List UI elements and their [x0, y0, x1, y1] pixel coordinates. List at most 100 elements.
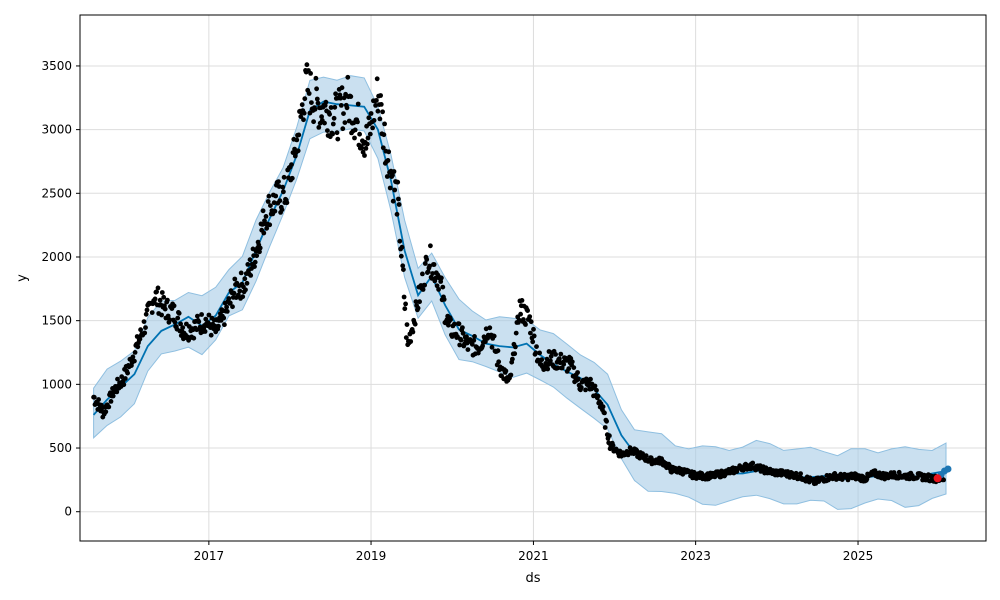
observed-point	[292, 153, 298, 159]
observed-point	[525, 308, 530, 313]
observed-point	[561, 361, 567, 367]
observed-point	[366, 115, 372, 121]
observed-point	[422, 282, 427, 288]
observed-point	[314, 96, 320, 102]
observed-point	[434, 283, 440, 289]
observed-point	[165, 313, 171, 319]
observed-point	[298, 114, 304, 119]
x-tick-label: 2017	[194, 549, 225, 563]
observed-point	[452, 321, 457, 327]
observed-point	[793, 470, 799, 476]
observed-point	[176, 310, 182, 316]
observed-point	[430, 271, 435, 276]
observed-point	[165, 297, 170, 303]
y-tick-label: 0	[64, 505, 72, 519]
observed-point	[161, 294, 167, 300]
observed-point	[289, 175, 295, 181]
observed-point	[311, 119, 316, 125]
uncertainty-interval	[93, 75, 947, 510]
observed-point	[143, 311, 149, 317]
observed-point	[396, 202, 402, 207]
y-tick-label: 2500	[41, 186, 72, 200]
observed-point	[257, 245, 263, 251]
observed-point	[277, 198, 283, 204]
observed-point	[348, 94, 354, 99]
observed-point	[91, 394, 97, 400]
observed-point	[314, 86, 319, 92]
observed-point	[534, 344, 539, 349]
observed-point	[378, 93, 383, 98]
observed-point	[231, 290, 237, 296]
observed-point	[595, 393, 601, 399]
observed-point	[279, 207, 285, 213]
y-tick-label: 2000	[41, 250, 72, 264]
observed-point	[224, 304, 230, 310]
observed-point	[422, 261, 428, 266]
observed-point	[196, 319, 202, 325]
observed-point	[519, 298, 525, 303]
observed-point	[206, 312, 212, 318]
observed-point	[553, 352, 558, 357]
observed-point	[483, 326, 489, 332]
observed-point	[539, 357, 545, 363]
observed-point	[154, 289, 160, 295]
observed-point	[386, 149, 392, 155]
observed-point	[248, 273, 254, 278]
y-tick-label: 1000	[41, 377, 72, 391]
observed-point	[338, 95, 343, 101]
observed-point	[342, 120, 348, 125]
observed-point	[368, 111, 374, 116]
observed-point	[230, 304, 235, 310]
observed-point	[588, 376, 593, 382]
observed-point	[559, 365, 565, 371]
observed-point	[224, 309, 230, 314]
y-tick-label: 3000	[41, 123, 72, 137]
observed-point	[114, 389, 120, 395]
observed-point	[257, 249, 262, 255]
observed-point	[295, 148, 301, 154]
observed-point	[316, 125, 322, 130]
observed-point	[604, 418, 609, 424]
observed-point	[413, 299, 419, 304]
observed-point	[527, 314, 533, 319]
observed-point	[144, 307, 150, 313]
observed-point	[491, 333, 497, 339]
observed-point	[172, 319, 178, 325]
observed-point	[487, 325, 493, 331]
observed-point	[375, 108, 381, 114]
observed-point	[402, 306, 408, 312]
observed-point	[531, 333, 537, 339]
observed-point	[512, 351, 518, 357]
observed-point	[637, 455, 643, 461]
observed-point	[344, 105, 350, 111]
x-axis-ticks: 2017 2019 2021 2023 2025	[194, 541, 873, 563]
y-axis-ticks: 0 500 1000 1500 2000 2500 3000 3500	[41, 59, 80, 519]
observed-point	[325, 128, 330, 134]
observed-point	[328, 105, 334, 110]
observed-point	[602, 410, 607, 416]
observed-point	[247, 257, 253, 263]
observed-point	[457, 342, 463, 348]
observed-point	[135, 344, 141, 350]
observed-point	[571, 365, 577, 370]
observed-point	[415, 305, 421, 311]
x-tick-label: 2023	[680, 549, 711, 563]
observed-point	[226, 296, 232, 301]
observed-point	[271, 200, 277, 206]
observed-point	[245, 262, 251, 267]
observed-point	[385, 158, 391, 163]
observed-point	[381, 132, 387, 138]
observed-point	[602, 425, 608, 430]
observed-point	[420, 271, 425, 277]
observed-point	[110, 393, 116, 399]
y-tick-label: 1500	[41, 314, 72, 328]
observed-point	[330, 131, 335, 137]
observed-point	[401, 267, 406, 272]
observed-point	[404, 322, 410, 327]
x-axis-label: ds	[525, 571, 540, 586]
observed-point	[548, 358, 553, 364]
observed-point	[330, 121, 336, 127]
observed-point	[417, 299, 422, 305]
observed-point	[436, 287, 441, 292]
